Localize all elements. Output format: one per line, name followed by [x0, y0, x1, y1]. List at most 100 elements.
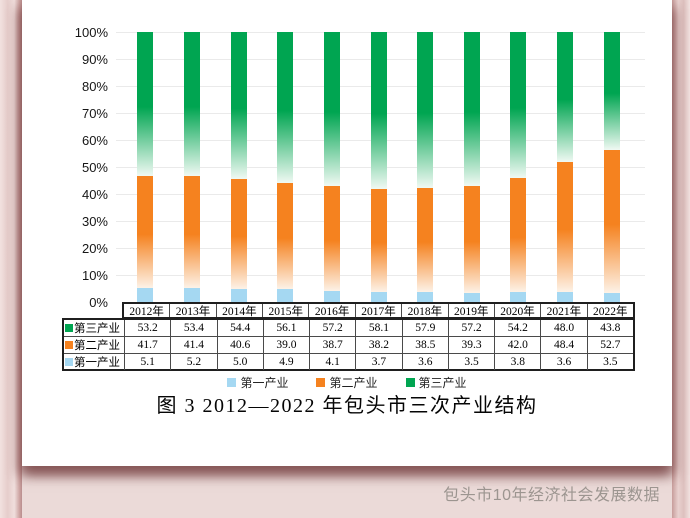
year-header-cell: 2016年: [308, 304, 354, 318]
chart-caption: 图 3 2012—2022 年包头市三次产业结构: [156, 395, 538, 417]
row-label-text: 第一产业: [74, 357, 120, 369]
legend-item-tertiary: 第三产业: [405, 374, 467, 391]
legend-label: 第一产业: [240, 376, 289, 390]
stacked-bar-2018年: [417, 32, 434, 302]
stacked-bar-2022年: [603, 32, 620, 302]
table-value-cell: 3.5: [447, 353, 495, 370]
bar-segment-secondary: [557, 161, 574, 293]
table-value-cell: 5.1: [124, 353, 171, 370]
chart-legend: 第一产业 第二产业 第三产业: [22, 374, 672, 391]
year-header-cell: 2022年: [586, 304, 633, 318]
y-axis-tick-label: 50%: [81, 160, 108, 175]
stacked-bar-2019年: [463, 32, 480, 302]
year-header-cell: 2017年: [354, 304, 401, 318]
primary-swatch-icon: [65, 358, 73, 366]
primary-legend-swatch-icon: [227, 378, 237, 387]
table-value-cell: 38.2: [355, 336, 402, 353]
watermark-text: 包头市10年经济社会发展数据: [443, 487, 660, 504]
y-axis-tick-label: 90%: [81, 52, 108, 67]
bar-segment-primary: [277, 288, 294, 302]
stacked-bar-2016年: [323, 32, 340, 302]
stacked-bar-2012年: [137, 32, 154, 302]
table-value-cell: 3.8: [494, 353, 541, 370]
bar-segment-primary: [230, 288, 247, 302]
bar-segment-primary: [417, 292, 434, 302]
y-axis-tick-label: 40%: [81, 187, 108, 202]
table-value-cell: 4.9: [262, 353, 310, 370]
bar-segment-secondary: [277, 183, 294, 289]
bar-segment-primary: [183, 287, 200, 302]
table-value-cell: 53.4: [170, 320, 216, 336]
bar-segment-tertiary: [277, 32, 294, 184]
row-label-text: 第三产业: [74, 323, 120, 335]
table-value-cell: 43.8: [586, 320, 633, 336]
table-value-cell: 48.0: [540, 320, 586, 336]
right-page-edge: [672, 0, 690, 518]
stacked-bar-2021年: [557, 32, 574, 302]
table-value-cell: 52.7: [586, 336, 633, 353]
chart-card: 100% 90% 80% 70% 60% 50% 40% 30% 20% 10% 0% 2012年 2…: [22, 0, 672, 466]
year-header-cell: 2012年: [129, 305, 164, 318]
y-axis-tick-label: 30%: [81, 214, 108, 229]
table-value-cell: 41.4: [170, 336, 217, 353]
stacked-bar-2015年: [277, 32, 294, 302]
table-value-cell: 57.9: [401, 320, 448, 336]
bar-segment-secondary: [417, 188, 434, 293]
bar-segment-tertiary: [323, 32, 340, 187]
table-value-cell: 42.0: [494, 336, 541, 353]
bar-segment-tertiary: [417, 32, 434, 189]
bar-segment-tertiary: [510, 32, 527, 179]
bar-segment-tertiary: [183, 32, 200, 177]
table-value-cell: 38.7: [309, 336, 356, 353]
bar-segment-tertiary: [603, 32, 620, 151]
bar-segment-secondary: [137, 175, 154, 289]
bar-segment-tertiary: [137, 32, 154, 176]
y-axis-tick-label: 80%: [81, 79, 108, 94]
table-value-cell: 41.7: [124, 336, 171, 353]
stacked-bar-2017年: [370, 32, 387, 302]
data-table: 第三产业 53.2 53.4 54.4 56.1 57.2 58.1 57.9 57.2 54.2…: [62, 318, 635, 371]
legend-label: 第二产业: [329, 376, 378, 390]
y-axis-tick-label: 60%: [81, 133, 108, 148]
bar-segment-secondary: [183, 176, 200, 288]
bar-segment-secondary: [463, 186, 480, 293]
table-value-cell: 53.2: [124, 320, 170, 336]
y-axis: 100% 90% 80% 70% 60% 50% 40% 30% 20% 10% 0%: [22, 0, 116, 320]
y-axis-tick-label: 70%: [81, 106, 108, 121]
row-label-text: 第二产业: [74, 340, 120, 352]
table-value-cell: 57.2: [309, 320, 355, 336]
table-value-cell: 39.0: [262, 336, 310, 353]
table-value-cell: 40.6: [216, 336, 263, 353]
left-page-edge: [0, 0, 22, 518]
row-label-cell-secondary: 第二产业: [64, 336, 124, 353]
bar-segment-tertiary: [463, 32, 480, 187]
bar-segment-primary: [557, 292, 574, 302]
bar-segment-secondary: [510, 178, 527, 292]
legend-item-primary: 第一产业: [227, 374, 288, 391]
bar-segment-primary: [323, 290, 340, 302]
y-axis-tick-label: 100%: [74, 25, 108, 40]
legend-label: 第三产业: [418, 376, 467, 390]
table-value-cell: 3.7: [355, 353, 402, 370]
year-header-cell: 2014年: [215, 304, 262, 318]
table-year-header-row: 2012年 2013年 2014年 2015年 2016年 2017年 2018年 2019年…: [122, 302, 635, 319]
table-value-cell: 48.4: [540, 336, 587, 353]
table-value-cell: 39.3: [447, 336, 495, 353]
tertiary-legend-swatch-icon: [405, 378, 415, 387]
table-value-cell: 3.6: [401, 353, 448, 370]
tertiary-swatch-icon: [65, 324, 73, 332]
table-value-cell: 54.2: [494, 320, 540, 336]
bar-segment-primary: [370, 292, 387, 302]
bar-segment-tertiary: [370, 32, 387, 189]
bar-segment-primary: [603, 292, 620, 302]
row-label-cell-tertiary: 第三产业: [64, 320, 124, 336]
table-value-cell: 5.2: [170, 353, 217, 370]
table-value-cell: 58.1: [355, 320, 401, 336]
bar-segment-secondary: [603, 150, 620, 293]
y-axis-tick-label: 10%: [81, 268, 108, 283]
y-axis-tick-label: 20%: [81, 241, 108, 256]
stacked-bar-2014年: [230, 32, 247, 302]
table-value-cell: 4.1: [309, 353, 356, 370]
secondary-swatch-icon: [65, 341, 73, 349]
legend-item-secondary: 第二产业: [316, 374, 378, 391]
